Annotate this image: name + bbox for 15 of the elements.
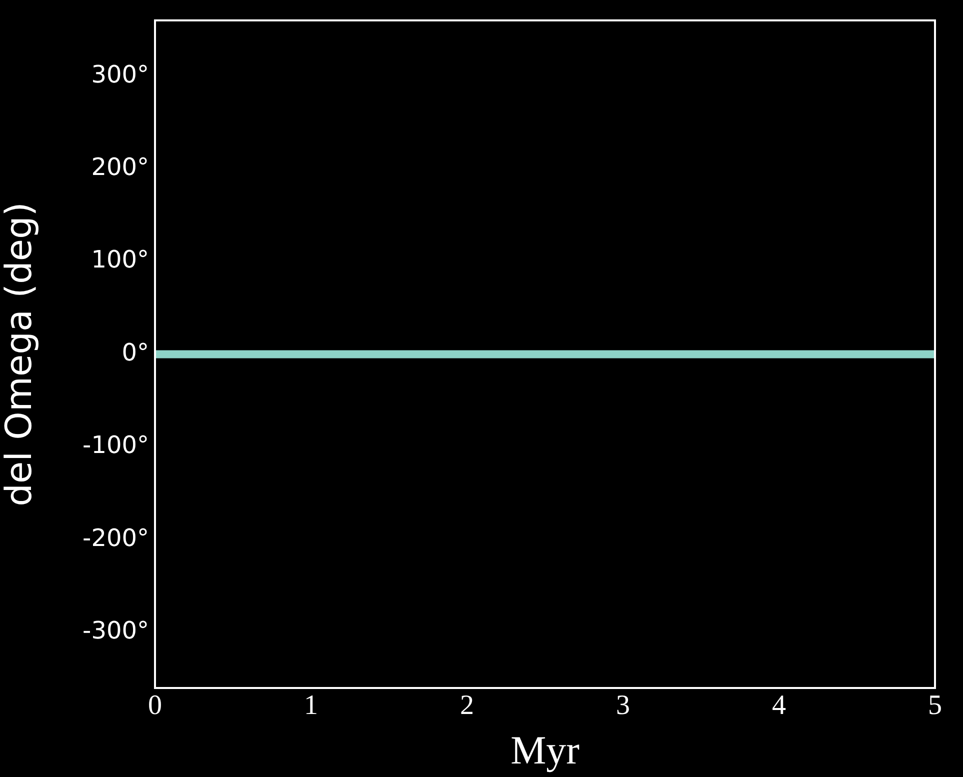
x-tick-label: 2	[460, 690, 474, 722]
y-tick-label: -200°	[82, 524, 149, 552]
y-tick-label: 100°	[91, 246, 149, 274]
x-tick-label: 1	[304, 690, 318, 722]
y-tick-label: 0°	[122, 338, 149, 366]
x-tick-label: 5	[928, 690, 942, 722]
y-tick-label: 300°	[91, 60, 149, 88]
y-axis-title: del Omega (deg)	[0, 202, 40, 506]
y-tick-label: 200°	[91, 152, 149, 181]
x-tick-label: 0	[148, 690, 162, 722]
y-tick-label: -100°	[82, 431, 149, 460]
x-tick-label: 3	[616, 690, 630, 722]
x-tick-label: 4	[772, 690, 786, 722]
x-axis-title: Myr	[510, 728, 580, 772]
y-tick-label: -300°	[82, 616, 149, 645]
